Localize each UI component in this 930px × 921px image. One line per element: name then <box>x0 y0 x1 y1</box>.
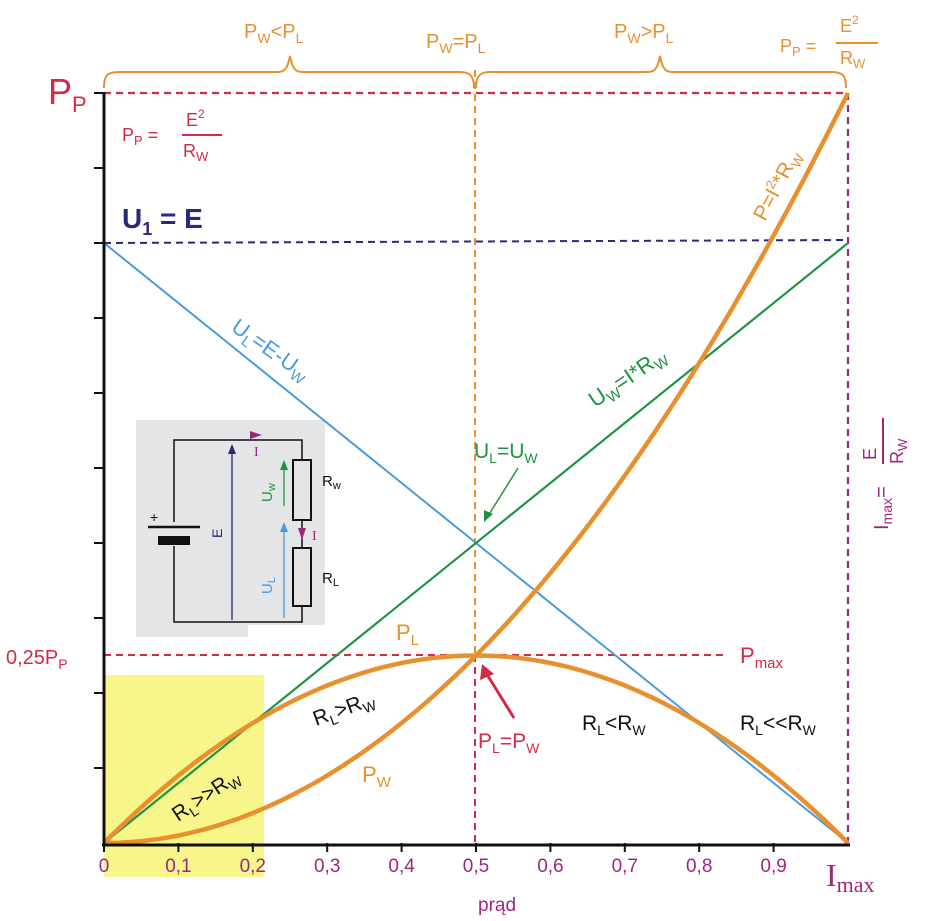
x-tick-label: 0,4 <box>388 856 415 877</box>
svg-text:PP =: PP = <box>122 125 158 148</box>
resistor-rw <box>292 459 312 521</box>
x-axis-ticks <box>103 843 775 852</box>
pmax-label: Pmax <box>740 643 784 672</box>
e-voltage-arrowhead <box>228 444 236 454</box>
pl-eq-pw-arrowhead <box>480 664 494 680</box>
x-tick-label: 0,2 <box>240 856 266 877</box>
e-label: E <box>209 529 225 538</box>
uw-voltage-arrowhead <box>280 460 288 470</box>
pw-curve-label: PW <box>362 762 392 791</box>
svg-text:RW: RW <box>840 48 866 71</box>
pp-formula-top: PP = E2 RW <box>780 13 878 71</box>
svg-text:E2: E2 <box>840 13 859 36</box>
x-tick-label: 0,6 <box>537 856 563 877</box>
svg-text:RW: RW <box>183 141 209 164</box>
x-tick-label: 0,9 <box>760 856 786 877</box>
resistor-rl <box>292 547 312 607</box>
region-label-pw-eq-pl: PW=PL <box>426 31 486 56</box>
svg-text:E: E <box>860 448 880 460</box>
current-arrow-top <box>250 431 262 439</box>
circuit-diagram: + Rw RL I I E Uw UL <box>148 431 341 623</box>
ul-eq-uw-label: UL=UW <box>474 440 538 466</box>
region-label-pw-lt-pl: PW<PL <box>244 21 304 46</box>
svg-text:Imax=: Imax= <box>871 486 895 530</box>
highlight-region <box>104 675 264 877</box>
imax-axis-label: Imax <box>826 857 875 897</box>
battery-negative-plate <box>158 536 190 545</box>
rl-lt-rw-label: RL<RW <box>582 712 646 738</box>
svg-text:RW: RW <box>887 438 910 464</box>
ul-eq-uw-arrowhead <box>484 510 493 522</box>
battery-plus-sign: + <box>150 509 158 525</box>
x-tick-label: 0,8 <box>686 856 712 877</box>
current-arrow-middle <box>298 528 306 540</box>
region-label-pw-gt-pl: PW>PL <box>614 21 674 46</box>
ul-label: UL <box>259 577 278 594</box>
pl-curve-label: PL <box>396 620 419 649</box>
x-tick-label: 0,3 <box>314 856 340 877</box>
svg-text:PP =: PP = <box>780 36 816 59</box>
pl-eq-pw-arrow <box>486 675 516 719</box>
x-tick-label: 0,5 <box>463 856 489 877</box>
uw-label: Uw <box>259 483 278 502</box>
ul-voltage-arrowhead <box>280 522 288 532</box>
rl-label: RL <box>322 570 339 589</box>
rl-gt-rw-label: RL>RW <box>310 687 379 733</box>
x-axis-title: prąd <box>478 895 516 916</box>
x-tick-label: 0 <box>99 856 110 877</box>
quarter-pp-label: 0,25PP <box>6 647 68 672</box>
uw-line <box>103 242 849 844</box>
x-tick-label: 0,7 <box>612 856 638 877</box>
pp-axis-label: PP <box>48 71 87 117</box>
ul-eq-uw-arrow <box>487 467 519 517</box>
current-label-top: I <box>254 445 259 460</box>
pp-formula-left: PP = E2 RW <box>122 107 222 164</box>
imax-formula: Imax= E RW <box>860 418 910 530</box>
rl-ll-rw-label: RL<<RW <box>740 712 817 738</box>
pl-eq-pw-label: PL=PW <box>478 730 540 756</box>
x-axis-tick-labels: 0 0,1 0,2 0,3 0,4 0,5 0,6 0,7 0,8 0,9 <box>99 856 787 877</box>
brace-right <box>475 55 847 89</box>
current-label-middle: I <box>312 529 317 544</box>
brace-left <box>103 55 475 89</box>
uw-line-label: UW=I*RW <box>584 342 674 416</box>
circuit-inset-background <box>136 420 325 637</box>
svg-text:E2: E2 <box>186 107 205 130</box>
x-tick-label: 0,1 <box>165 856 191 877</box>
u1-label: U1 = E <box>122 203 203 239</box>
pl-curve <box>102 653 850 845</box>
y-axis-ticks <box>94 92 104 769</box>
rw-label: Rw <box>322 473 341 492</box>
